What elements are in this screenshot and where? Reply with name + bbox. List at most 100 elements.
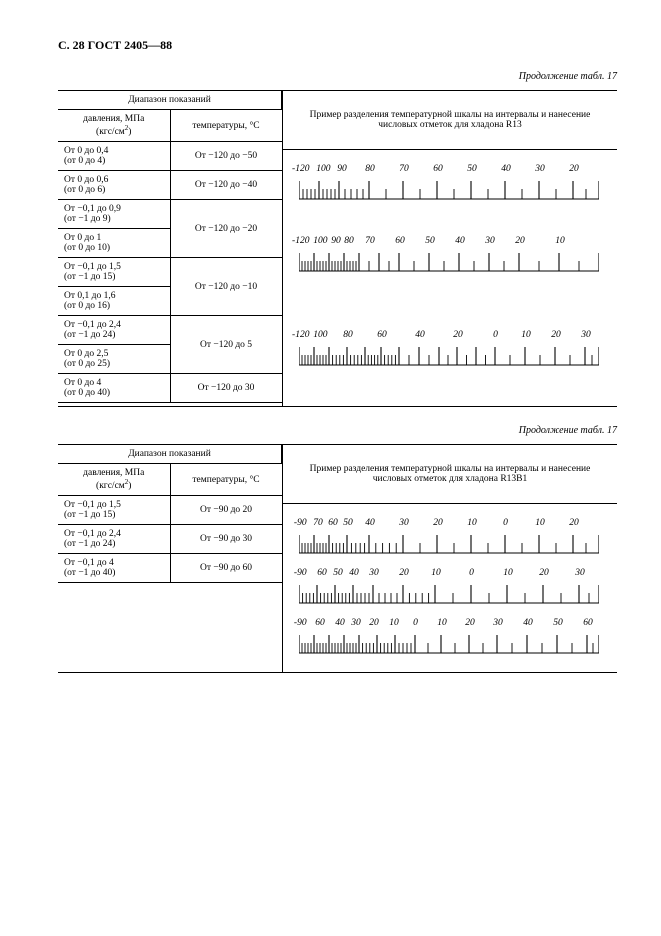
scale-label: 60 — [315, 618, 325, 628]
scale-label: 50 — [425, 236, 435, 246]
temperature-cell: От −90 до 30 — [170, 525, 282, 554]
scale-label: 100 — [316, 164, 330, 174]
scale-labels: -120100908070605040302010 — [299, 236, 601, 248]
scale-label: 40 — [523, 618, 533, 628]
scale-label: 10 — [535, 518, 545, 528]
table-row: От −0,1 до 1,5(от −1 до 15)От −90 до 20 — [58, 496, 282, 525]
scale-label: 0 — [493, 330, 498, 340]
scale-label: 60 — [317, 568, 327, 578]
temperature-cell: От −120 до −20 — [170, 200, 282, 258]
th-temperature: температуры, °С — [170, 110, 282, 142]
scale-label: 10 — [431, 568, 441, 578]
scale-label: 40 — [415, 330, 425, 340]
scale-label: 40 — [349, 568, 359, 578]
scale-labels: -1201009080706050403020 — [299, 164, 601, 176]
scale-label: 30 — [485, 236, 495, 246]
temperature-cell: От −120 до −40 — [170, 171, 282, 200]
scale: -120100806040200102030 — [299, 330, 601, 366]
pressure-cell: От −0,1 до 1,5(от −1 до 15) — [58, 496, 170, 525]
scale-label: -120 — [292, 164, 309, 174]
temperature-cell: От −90 до 60 — [170, 554, 282, 583]
pressure-cell: От 0 до 4(от 0 до 40) — [58, 374, 170, 403]
scale-label: 60 — [377, 330, 387, 340]
pressure-cell: От −0,1 до 1,5(от −1 до 15) — [58, 258, 170, 287]
temperature-cell: От −120 до −50 — [170, 142, 282, 171]
temperature-cell: От −120 до 30 — [170, 374, 282, 403]
pressure-cell: От −0,1 до 0,9(от −1 до 9) — [58, 200, 170, 229]
scale-label: 100 — [313, 330, 327, 340]
table-row: От −0,1 до 1,5(от −1 до 15)От −120 до −1… — [58, 258, 282, 287]
table-r13b1-left: Диапазон показаний давления, МПа(кгс/см2… — [58, 445, 283, 672]
scale-label: 30 — [399, 518, 409, 528]
table-row: От −0,1 до 2,4(от −1 до 24)От −120 до 5 — [58, 316, 282, 345]
scale-label: -120 — [292, 236, 309, 246]
scale-label: 50 — [333, 568, 343, 578]
table-row: От 0 до 0,4(от 0 до 4)От −120 до −50 — [58, 142, 282, 171]
scale-label: 20 — [369, 618, 379, 628]
scale-label: 70 — [313, 518, 323, 528]
scale-label: 80 — [343, 330, 353, 340]
scale-label: -90 — [294, 518, 307, 528]
th-pressure: давления, МПа(кгс/см2) — [58, 110, 170, 142]
scale-label: -90 — [294, 618, 307, 628]
pressure-cell: От 0 до 1(от 0 до 10) — [58, 229, 170, 258]
pressure-cell: От 0,1 до 1,6(от 0 до 16) — [58, 287, 170, 316]
scales-r13: -1201009080706050403020-1201009080706050… — [283, 150, 617, 406]
scale-label: 50 — [467, 164, 477, 174]
scale-label: -120 — [292, 330, 309, 340]
scale: -907060504030201001020 — [299, 518, 601, 554]
scale-labels: -120100806040200102030 — [299, 330, 601, 342]
scale-label: 10 — [521, 330, 531, 340]
temperature-cell: От −120 до −10 — [170, 258, 282, 316]
table-row: От 0 до 0,6(от 0 до 6)От −120 до −40 — [58, 171, 282, 200]
scale: -906050403020100102030 — [299, 568, 601, 604]
temperature-cell: От −90 до 20 — [170, 496, 282, 525]
scale-label: 60 — [583, 618, 593, 628]
scale-label: 0 — [413, 618, 418, 628]
scale-label: 80 — [344, 236, 354, 246]
scale-label: -90 — [294, 568, 307, 578]
scale-label: 30 — [535, 164, 545, 174]
scale-label: 90 — [337, 164, 347, 174]
th-range: Диапазон показаний — [58, 91, 282, 110]
scale-label: 20 — [569, 518, 579, 528]
pressure-cell: От −0,1 до 2,4(от −1 до 24) — [58, 525, 170, 554]
scale-label: 0 — [469, 568, 474, 578]
scale-label: 30 — [581, 330, 591, 340]
scale-label: 10 — [467, 518, 477, 528]
th-temperature-2: температуры, °С — [170, 464, 282, 496]
scale: -1201009080706050403020 — [299, 164, 601, 200]
scale-label: 20 — [453, 330, 463, 340]
pressure-cell: От −0,1 до 4(от −1 до 40) — [58, 554, 170, 583]
table-r13b1-right: Пример разделения температурной шкалы на… — [283, 445, 617, 672]
scale-label: 20 — [433, 518, 443, 528]
scale: -120100908070605040302010 — [299, 236, 601, 272]
scale-label: 40 — [365, 518, 375, 528]
scale-label: 60 — [328, 518, 338, 528]
table-r13-left: Диапазон показаний давления, МПа(кгс/см2… — [58, 91, 283, 406]
scale-label: 30 — [575, 568, 585, 578]
scale-label: 40 — [335, 618, 345, 628]
table-row: От −0,1 до 2,4(от −1 до 24)От −90 до 30 — [58, 525, 282, 554]
scale: -9060403020100102030405060 — [299, 618, 601, 654]
scale-label: 10 — [437, 618, 447, 628]
section-r13: Диапазон показаний давления, МПа(кгс/см2… — [58, 90, 617, 407]
scale-label: 0 — [503, 518, 508, 528]
scale-labels: -907060504030201001020 — [299, 518, 601, 530]
scale-labels: -906050403020100102030 — [299, 568, 601, 580]
right-header-r13b1: Пример разделения температурной шкалы на… — [283, 445, 617, 504]
scale-label: 20 — [399, 568, 409, 578]
pressure-cell: От 0 до 0,6(от 0 до 6) — [58, 171, 170, 200]
temperature-cell: От −120 до 5 — [170, 316, 282, 374]
scale-label: 40 — [455, 236, 465, 246]
table-row: От −0,1 до 4(от −1 до 40)От −90 до 60 — [58, 554, 282, 583]
scale-label: 100 — [313, 236, 327, 246]
table-r13-right: Пример разделения температурной шкалы на… — [283, 91, 617, 406]
scale-label: 60 — [395, 236, 405, 246]
page-header: С. 28 ГОСТ 2405—88 — [58, 38, 617, 53]
pressure-cell: От 0 до 2,5(от 0 до 25) — [58, 345, 170, 374]
table-row: От 0 до 4(от 0 до 40)От −120 до 30 — [58, 374, 282, 403]
scale-label: 70 — [399, 164, 409, 174]
pressure-cell: От −0,1 до 2,4(от −1 до 24) — [58, 316, 170, 345]
scale-label: 10 — [389, 618, 399, 628]
